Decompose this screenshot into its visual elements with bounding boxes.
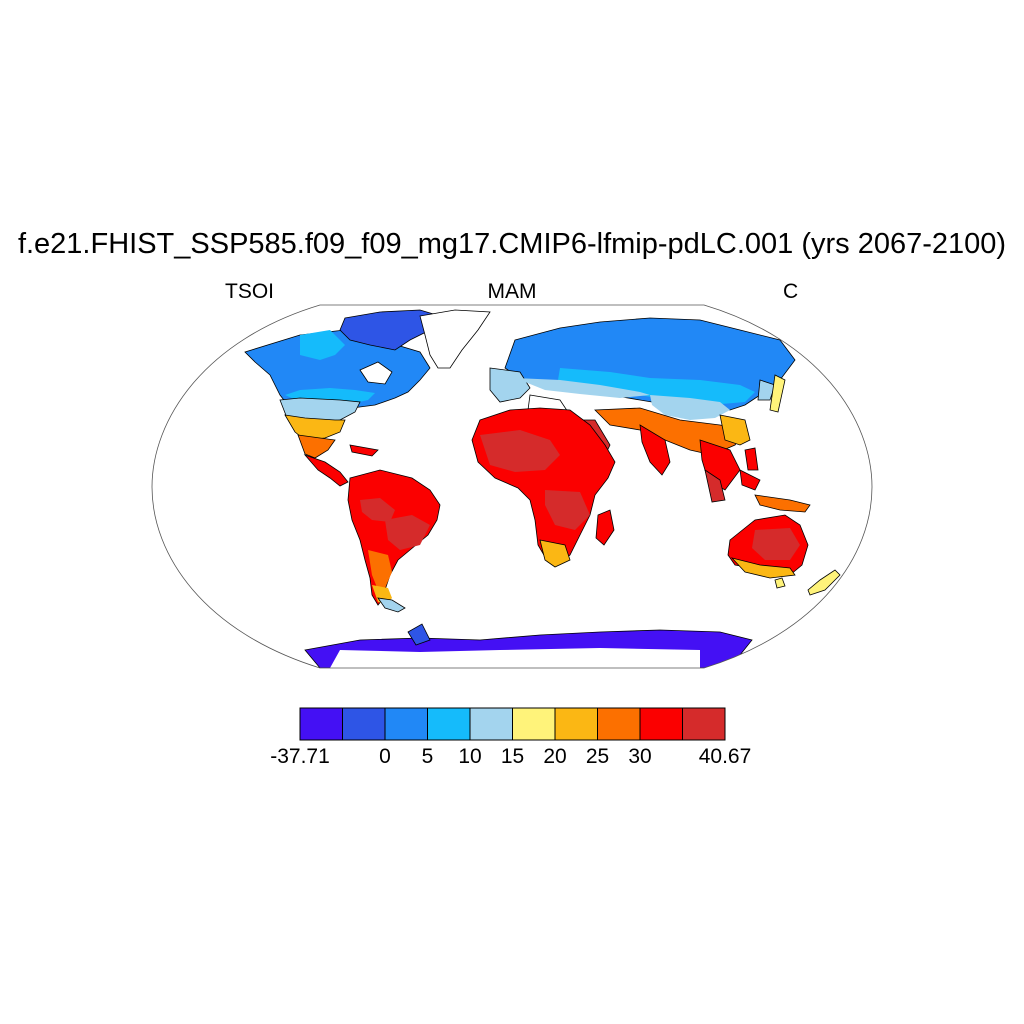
colorbar-swatch bbox=[299, 707, 343, 741]
colorbar-tick-label: 5 bbox=[421, 745, 434, 768]
colorbar-tick-label: 15 bbox=[500, 745, 525, 768]
variable-label: TSOI bbox=[225, 280, 275, 303]
globe-outline bbox=[151, 304, 873, 669]
colorbar-swatch bbox=[597, 707, 641, 741]
new-zealand bbox=[807, 569, 841, 596]
colorbar-tick-label: 10 bbox=[458, 745, 482, 768]
colorbar-tick-label: 30 bbox=[628, 745, 652, 768]
colorbar bbox=[299, 707, 726, 741]
season-label: MAM bbox=[487, 280, 537, 303]
colorbar-tick-label: 25 bbox=[585, 745, 610, 768]
se-asia-islands bbox=[739, 447, 811, 513]
south-america bbox=[347, 469, 441, 613]
colorbar-tick-label: 40.67 bbox=[698, 745, 752, 768]
colorbar-swatch bbox=[342, 707, 386, 741]
africa bbox=[471, 407, 616, 568]
map-title: f.e21.FHIST_SSP585.f09_f09_mg17.CMIP6-lf… bbox=[17, 228, 1007, 260]
australia bbox=[727, 514, 809, 589]
colorbar-swatch bbox=[554, 707, 598, 741]
colorbar-swatch bbox=[469, 707, 513, 741]
greenland bbox=[419, 309, 491, 369]
colorbar-swatch bbox=[512, 707, 556, 741]
colorbar-swatch bbox=[639, 707, 683, 741]
colorbar-tick-label: 20 bbox=[543, 745, 567, 768]
colorbar-tick-label: -37.71 bbox=[270, 745, 330, 768]
colorbar-swatch bbox=[682, 707, 726, 741]
colorbar-tick-label: 0 bbox=[379, 745, 391, 768]
colorbar-swatch bbox=[384, 707, 428, 741]
antarctica bbox=[304, 623, 753, 668]
north-america bbox=[244, 309, 441, 487]
units-label: C bbox=[783, 280, 799, 303]
colorbar-swatch bbox=[427, 707, 471, 741]
